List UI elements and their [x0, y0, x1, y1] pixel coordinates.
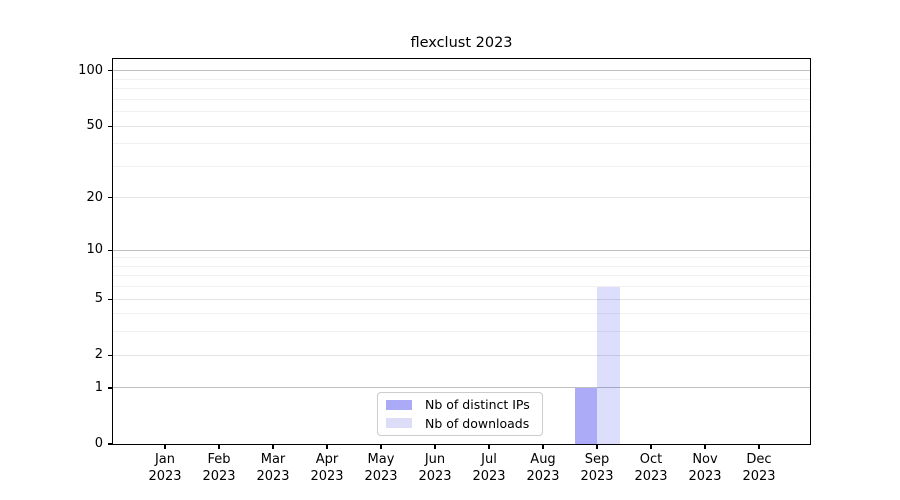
x-tick-label-jun: Jun 2023: [418, 452, 452, 484]
x-tick-jan: [164, 444, 166, 449]
legend-item-distinct-ips: Nb of distinct IPs: [386, 397, 534, 413]
y-tick-label-10: 10: [86, 242, 103, 258]
y-tick-1: [107, 387, 112, 389]
legend-swatch-distinct-ips: [386, 399, 412, 410]
x-tick-sep: [596, 444, 598, 449]
x-tick-dec: [758, 444, 760, 449]
y-tick-label-100: 100: [78, 62, 103, 78]
x-tick-label-oct: Oct 2023: [634, 452, 668, 484]
gridline-y-4: [113, 313, 810, 315]
legend: Nb of distinct IPs Nb of downloads: [377, 392, 543, 436]
bar-nb-of-downloads-sep: [597, 286, 620, 444]
gridline-y-90: [113, 78, 810, 80]
x-tick-label-jul: Jul 2023: [472, 452, 506, 484]
y-tick-2: [107, 354, 112, 356]
gridline-y-80: [113, 88, 810, 90]
gridline-y-6: [113, 286, 810, 288]
gridline-y-8: [113, 265, 810, 267]
legend-item-downloads: Nb of downloads: [386, 416, 534, 432]
plot-area: Nb of distinct IPs Nb of downloads 0 1 2 5 1…: [78, 58, 811, 484]
x-tick-jul: [488, 444, 490, 449]
x-tick-feb: [218, 444, 220, 449]
x-tick-label-feb: Feb 2023: [202, 452, 236, 484]
y-tick-label-0: 0: [94, 436, 103, 451]
gridline-y-50: [113, 125, 810, 127]
x-tick-label-dec: Dec 2023: [742, 452, 776, 484]
x-tick-label-aug: Aug 2023: [526, 452, 560, 484]
x-tick-label-sep: Sep 2023: [580, 452, 614, 484]
x-tick-oct: [650, 444, 652, 449]
x-tick-jun: [434, 444, 436, 449]
x-tick-label-may: May 2023: [364, 452, 398, 484]
x-tick-apr: [326, 444, 328, 449]
x-tick-label-nov: Nov 2023: [688, 452, 722, 484]
bar-nb-of-distinct-ips-sep: [574, 387, 597, 444]
legend-label-distinct-ips: Nb of distinct IPs: [425, 397, 530, 413]
gridline-y-100: [113, 70, 810, 72]
x-tick-may: [380, 444, 382, 449]
y-tick-label-5: 5: [94, 291, 103, 307]
y-tick-50: [107, 125, 112, 127]
y-tick-10: [107, 249, 112, 251]
gridline-y-1: [113, 387, 810, 389]
x-tick-aug: [542, 444, 544, 449]
legend-label-downloads: Nb of downloads: [425, 415, 530, 431]
x-tick-label-apr: Apr 2023: [310, 452, 344, 484]
x-tick-nov: [704, 444, 706, 449]
gridline-y-7: [113, 275, 810, 277]
gridline-y-2: [113, 354, 810, 356]
gridline-y-30: [113, 165, 810, 167]
x-tick-label-mar: Mar 2023: [256, 452, 290, 484]
y-tick-5: [107, 298, 112, 300]
y-tick-20: [107, 197, 112, 199]
y-tick-label-2: 2: [94, 347, 103, 363]
gridline-y-5: [113, 298, 810, 300]
legend-swatch-downloads: [386, 418, 412, 429]
y-tick-100: [107, 70, 112, 72]
y-tick-0: [107, 443, 112, 445]
gridline-y-9: [113, 257, 810, 259]
y-tick-label-50: 50: [86, 118, 103, 134]
gridline-y-3: [113, 331, 810, 333]
gridline-y-40: [113, 143, 810, 145]
y-tick-label-1: 1: [94, 379, 103, 395]
gridline-y-70: [113, 98, 810, 100]
gridline-y-10: [113, 249, 810, 251]
x-tick-mar: [272, 444, 274, 449]
gridline-y-20: [113, 197, 810, 199]
gridline-y-60: [113, 111, 810, 113]
chart-title: flexclust 2023: [410, 35, 513, 51]
x-tick-label-jan: Jan 2023: [148, 452, 182, 484]
y-tick-label-20: 20: [86, 189, 103, 205]
